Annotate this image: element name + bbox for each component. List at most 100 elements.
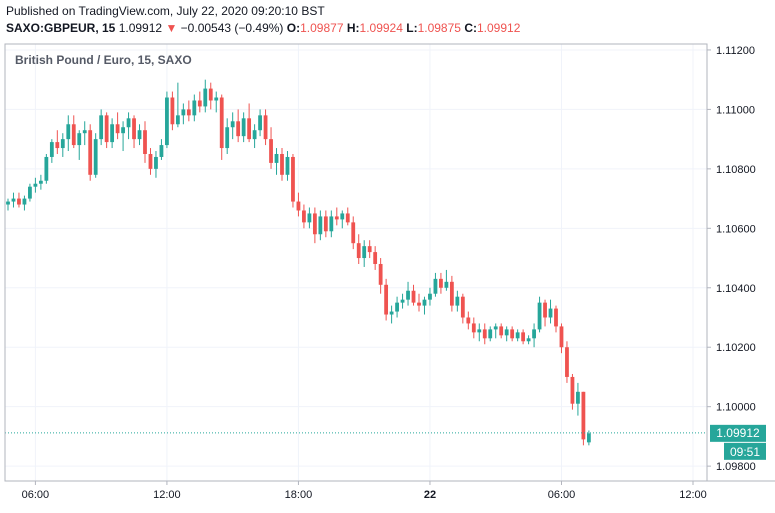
candle	[449, 275, 454, 312]
candle	[269, 127, 273, 169]
candle	[17, 192, 21, 208]
down-arrow-icon: ▼	[165, 21, 178, 35]
candle	[258, 109, 262, 137]
close-value: 1.09912	[476, 21, 521, 35]
candle	[312, 207, 317, 244]
y-tick-label: 1.11200	[716, 45, 755, 57]
candle	[33, 177, 38, 193]
candle	[55, 130, 60, 154]
candle	[143, 121, 147, 163]
candle	[400, 293, 405, 309]
candle	[6, 198, 10, 211]
candle	[471, 317, 476, 339]
candle	[532, 323, 536, 348]
x-tick-label: 06:00	[22, 489, 50, 501]
x-tick-label: 22	[424, 489, 436, 501]
candles	[6, 79, 591, 446]
symbol-label[interactable]: SAXO:GBPEUR, 15	[6, 21, 116, 35]
candle	[159, 139, 164, 160]
candle	[192, 94, 197, 122]
last-price-tag: 1.09912 09:51	[710, 424, 766, 460]
candle	[543, 299, 547, 327]
candle	[307, 207, 312, 229]
candle	[214, 91, 219, 113]
candle	[406, 281, 410, 306]
y-axis-ticks: 1.11200 1.11000 1.10800 1.10600 1.10400 1.102…	[707, 45, 756, 473]
candle	[230, 112, 235, 140]
candle	[126, 112, 131, 140]
candle	[263, 109, 268, 146]
candle	[175, 82, 180, 128]
published-caption: Published on TradingView.com, July 22, 2…	[6, 4, 325, 18]
candle	[22, 195, 27, 211]
countdown-label: 09:51	[730, 445, 760, 459]
chart-grid	[5, 44, 707, 481]
candle	[302, 204, 306, 229]
candle	[477, 323, 482, 342]
candle	[433, 272, 438, 297]
open-value: 1.09877	[300, 21, 344, 35]
candle	[291, 153, 295, 208]
candle	[280, 148, 284, 181]
candle	[203, 79, 208, 113]
price-change: −0.00543 (−0.49%)	[180, 21, 284, 35]
candle	[60, 133, 65, 157]
candle	[93, 133, 98, 178]
candle	[417, 293, 421, 312]
candle	[88, 124, 93, 181]
candle	[318, 210, 323, 241]
candle	[586, 430, 591, 446]
candle	[548, 299, 553, 324]
candle	[329, 210, 334, 238]
close-label: C:	[464, 21, 477, 35]
candle	[504, 326, 509, 342]
candle	[11, 192, 16, 208]
candle	[340, 210, 345, 229]
y-tick-label: 1.10800	[716, 164, 756, 176]
candle	[252, 124, 257, 149]
candle	[488, 326, 493, 342]
candle	[274, 148, 279, 175]
candle	[247, 103, 252, 143]
last-price: 1.09912	[118, 21, 163, 35]
candle	[121, 121, 125, 152]
candle	[323, 210, 328, 238]
candle	[395, 296, 399, 318]
candle	[241, 112, 246, 143]
y-tick-label: 1.10400	[716, 283, 756, 295]
candle	[373, 246, 378, 270]
candle	[576, 382, 580, 416]
candle	[499, 323, 504, 339]
candle	[49, 139, 54, 163]
candle	[186, 100, 191, 122]
candle	[554, 305, 558, 333]
low-value: 1.09875	[417, 21, 461, 35]
candle	[66, 115, 71, 152]
candle	[71, 115, 76, 149]
x-tick-label: 12:00	[679, 489, 707, 501]
candle	[110, 118, 115, 149]
candle	[515, 329, 520, 342]
candle	[455, 290, 460, 312]
candle	[378, 258, 383, 294]
candle	[493, 323, 498, 339]
candle	[428, 287, 432, 306]
y-tick-label: 1.09800	[716, 461, 756, 473]
high-label: H:	[346, 21, 360, 35]
candle	[565, 341, 569, 383]
candle	[132, 115, 136, 149]
x-tick-label: 18:00	[285, 489, 313, 501]
low-label: L:	[406, 21, 418, 35]
chart-title: British Pound / Euro, 15, SAXO	[15, 53, 192, 67]
candle	[526, 335, 531, 345]
candle	[384, 278, 389, 321]
candle	[367, 240, 372, 259]
candle	[44, 153, 49, 184]
candle	[559, 323, 564, 354]
candle	[466, 311, 471, 330]
candle	[165, 91, 169, 149]
candle	[170, 91, 175, 131]
candle	[460, 293, 465, 324]
candle	[77, 130, 82, 160]
